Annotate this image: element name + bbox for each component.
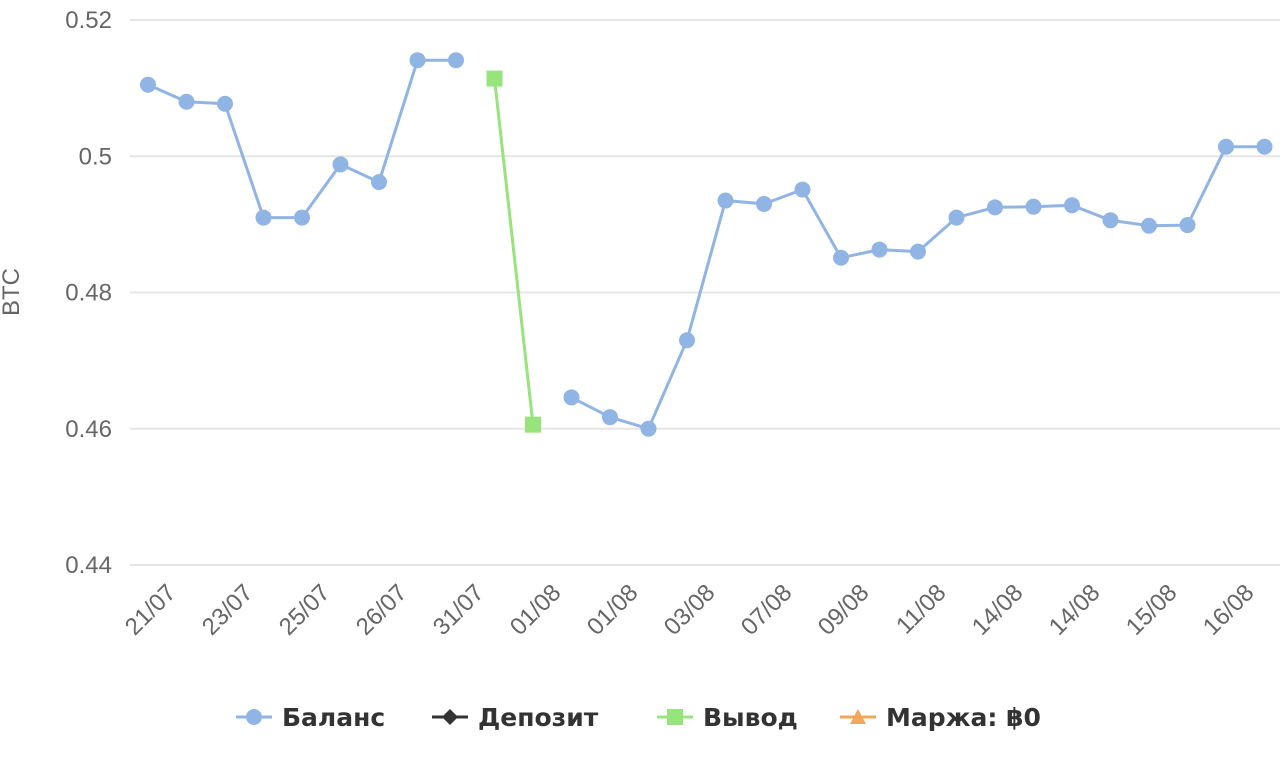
x-tick-label: 14/08 xyxy=(967,579,1029,641)
y-tick-label: 0.46 xyxy=(65,416,112,443)
legend-item[interactable]: Вывод xyxy=(657,703,798,732)
legend-marker xyxy=(850,709,866,724)
data-point xyxy=(255,209,272,226)
data-point xyxy=(1218,138,1234,155)
y-axis-title: BTC xyxy=(0,268,25,316)
y-tick-label: 0.48 xyxy=(65,280,112,307)
data-point xyxy=(833,249,849,266)
y-tick-label: 0.44 xyxy=(65,552,112,579)
data-point xyxy=(525,416,541,433)
grid-lines xyxy=(130,19,1280,566)
y-tick-label: 0.5 xyxy=(79,143,112,170)
x-tick-label: 14/08 xyxy=(1044,579,1106,641)
data-point xyxy=(178,93,195,110)
data-point xyxy=(332,156,349,173)
data-point xyxy=(871,241,888,258)
legend-item[interactable]: Маржа: ฿0 xyxy=(840,703,1041,732)
legend-item[interactable]: Баланс xyxy=(236,703,385,732)
legend-marker xyxy=(442,709,458,725)
legend-label: Маржа: ฿0 xyxy=(886,703,1041,732)
data-point xyxy=(679,332,695,349)
data-point xyxy=(794,181,811,198)
data-point xyxy=(294,209,310,226)
x-tick-label: 23/07 xyxy=(197,579,259,641)
legend-marker xyxy=(667,709,683,725)
legend-label: Депозит xyxy=(478,703,599,732)
data-point xyxy=(563,389,580,406)
series-line xyxy=(493,78,535,425)
data-point xyxy=(1025,198,1042,215)
data-point xyxy=(640,420,657,437)
data-point xyxy=(1256,138,1273,155)
x-tick-label: 01/08 xyxy=(582,579,644,641)
x-tick-label: 11/08 xyxy=(891,579,951,639)
data-point xyxy=(1179,217,1196,234)
data-point xyxy=(987,199,1003,216)
legend-marker xyxy=(246,709,262,725)
y-axis: 0.44 0.46 0.48 0.5 0.52 BTC xyxy=(0,7,112,579)
series-layer xyxy=(140,52,1273,437)
legend-label: Баланс xyxy=(282,703,385,732)
data-point xyxy=(486,70,503,87)
data-point xyxy=(717,192,734,209)
series-2 xyxy=(486,70,541,433)
data-point xyxy=(756,195,772,212)
data-point xyxy=(217,95,233,112)
x-tick-label: 01/08 xyxy=(505,579,567,641)
series-0 xyxy=(140,52,1273,437)
x-tick-label: 26/07 xyxy=(351,579,413,641)
legend: Баланс Депозит Вывод Маржа: ฿0 xyxy=(236,703,1041,732)
x-tick-label: 21/07 xyxy=(120,579,182,641)
y-tick-label: 0.52 xyxy=(65,7,112,34)
x-tick-label: 15/08 xyxy=(1121,579,1183,641)
data-point xyxy=(948,209,965,226)
legend-label: Вывод xyxy=(703,703,798,732)
data-point xyxy=(910,243,926,260)
x-tick-label: 03/08 xyxy=(659,579,721,641)
x-tick-label: 25/07 xyxy=(274,579,336,641)
data-point xyxy=(1102,212,1119,229)
x-tick-label: 09/08 xyxy=(813,579,875,641)
x-tick-label: 16/08 xyxy=(1198,579,1260,641)
data-point xyxy=(140,76,156,93)
x-tick-label: 31/07 xyxy=(428,579,490,641)
data-point xyxy=(1064,197,1080,214)
data-point xyxy=(409,52,426,69)
legend-item[interactable]: Депозит xyxy=(432,703,599,732)
data-point xyxy=(448,52,464,69)
x-axis: 21/07 23/07 25/07 26/07 31/07 01/08 01/08 03/08… xyxy=(120,579,1260,641)
data-point xyxy=(371,174,387,191)
series-line xyxy=(147,58,1265,431)
data-point xyxy=(1141,217,1157,234)
x-tick-label: 07/08 xyxy=(736,579,798,641)
data-point xyxy=(602,409,618,426)
